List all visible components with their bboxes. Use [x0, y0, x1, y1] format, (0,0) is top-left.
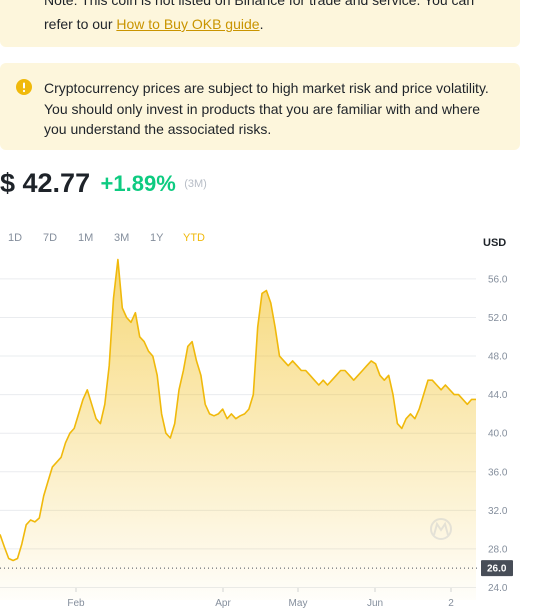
y-tick-label: 52.0: [488, 313, 508, 324]
baseline-price-badge: [481, 560, 513, 577]
price-chart[interactable]: 24.0 28.0 32.0 36.0 40.0 44.0 48.0 52.0 56.0 Feb…: [0, 250, 534, 615]
price-line: [0, 258, 476, 562]
risk-warning-banner: Cryptocurrency prices are subject to hig…: [0, 63, 520, 150]
tab-7d[interactable]: 7D: [43, 232, 58, 244]
tab-1d[interactable]: 1D: [8, 232, 23, 244]
y-tick-label: 36.0: [488, 467, 508, 478]
y-tick-label: 40.0: [488, 429, 508, 440]
change-period: (3M): [184, 177, 207, 190]
risk-warning-text: Cryptocurrency prices are subject to hig…: [44, 80, 489, 137]
listing-note-prefix: refer to our: [44, 16, 117, 32]
x-tick-label: May: [289, 598, 308, 609]
listing-note-text: Note: This coin is not listed on Binance…: [44, 0, 475, 8]
price-area-fill: [0, 259, 476, 600]
baseline-price-label: 26.0: [487, 564, 507, 575]
price-change: +1.89%: [100, 170, 176, 196]
tab-1m[interactable]: 1M: [78, 232, 94, 244]
y-tick-label: 48.0: [488, 352, 508, 363]
tab-ytd[interactable]: YTD: [183, 232, 205, 244]
how-to-buy-guide-link[interactable]: How to Buy OKB guide: [116, 16, 260, 32]
current-price: $ 42.77: [0, 168, 91, 198]
listing-note-suffix: .: [259, 16, 264, 32]
watermark-logo-icon: [430, 518, 452, 540]
y-tick-label: 24.0: [488, 583, 508, 594]
listing-note-line2: refer to our How to Buy OKB guide.: [44, 16, 263, 32]
tab-3m[interactable]: 3M: [114, 232, 130, 244]
tab-1y[interactable]: 1Y: [150, 232, 164, 244]
currency-label: USD: [483, 237, 507, 249]
y-tick-label: 32.0: [488, 506, 508, 517]
x-tick-label: 2: [448, 598, 454, 609]
exclamation-circle-icon: [16, 79, 32, 95]
price-summary: $ 42.77 +1.89% (3M): [0, 168, 207, 204]
listing-note-banner: Note: This coin is not listed on Binance…: [0, 0, 520, 47]
y-tick-label: 56.0: [488, 274, 508, 285]
x-tick-label: Apr: [215, 598, 231, 609]
x-tick-label: Feb: [67, 598, 85, 609]
y-tick-label: 28.0: [488, 544, 508, 555]
y-tick-label: 44.0: [488, 390, 508, 401]
x-tick-label: Jun: [367, 598, 383, 609]
